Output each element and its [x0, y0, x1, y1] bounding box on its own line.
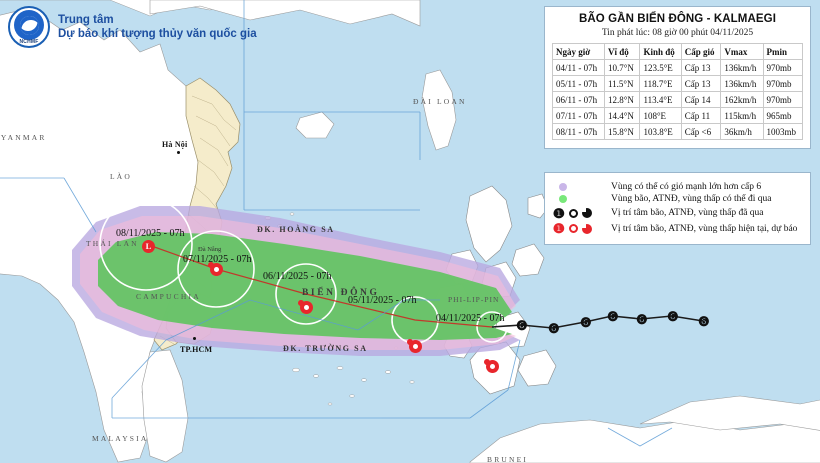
cell-kinh-do: 113.4°E: [639, 91, 682, 108]
half-circle-icon: [581, 208, 592, 218]
col-cap-gio: Cấp gió: [680, 43, 722, 60]
col-kinh-do: Kinh độ: [639, 43, 682, 60]
cell-cap-gio: Cấp 13: [680, 59, 722, 76]
cell-cap-gio: Cấp 11: [680, 107, 722, 124]
cell-kinh-do: 108°E: [639, 107, 682, 124]
legend-key-red-symbols: ❶: [553, 222, 611, 235]
cell-pmin: 970mb: [762, 59, 804, 76]
brand-text: Trung tâm Dự báo khí tượng thủy văn quốc…: [58, 13, 257, 41]
past-track-marker: ❻: [548, 321, 560, 336]
cell-vi-do: 10.7°N: [603, 59, 641, 76]
green-dot-icon: [559, 195, 567, 203]
col-ngay-gio: Ngày giờ: [552, 43, 605, 60]
past-track-marker: ❻: [698, 314, 710, 329]
forecast-table: Ngày giờ Vĩ độ Kinh độ Cấp gió Vmax Pmin…: [552, 43, 804, 140]
purple-dot-icon: [559, 182, 567, 191]
track-marker-low-08-11[interactable]: L: [142, 240, 155, 253]
legend-item-storm-zone: Vùng bão, ATNĐ, vùng thấp có thể đi qua: [553, 194, 804, 204]
cell-pmin: 970mb: [762, 91, 804, 108]
legend-label: Vùng có thể có gió mạnh lớn hơn cấp 6: [611, 181, 762, 192]
track-marker-cyclone-06-11[interactable]: [300, 301, 313, 314]
brand-line-2: Dự báo khí tượng thủy văn quốc gia: [58, 28, 257, 40]
cell-vi-do: 15.8°N: [603, 123, 641, 140]
city-dot-tp-hcm: [193, 337, 196, 340]
nchmf-logo-icon: NCHMF: [8, 6, 50, 48]
cell-ngay-gio: 05/11 - 07h: [552, 75, 605, 92]
past-track-marker: ❻: [516, 318, 528, 333]
cell-ngay-gio: 04/11 - 07h: [552, 59, 605, 76]
legend-item-current-position: ❶ Vị trí tâm bão, ATNĐ, vùng thấp hiện t…: [553, 222, 804, 235]
cyclone-swirl-icon: ❶: [552, 221, 565, 236]
cell-ngay-gio: 07/11 - 07h: [552, 107, 605, 124]
panel-title: BÃO GẦN BIỂN ĐÔNG - KALMAEGI: [578, 13, 777, 25]
cell-kinh-do: 123.5°E: [639, 59, 682, 76]
cell-cap-gio: Cấp 13: [680, 75, 722, 92]
cell-vi-do: 11.5°N: [603, 75, 641, 92]
panel-subtitle: Tin phát lúc: 08 giờ 00 phút 04/11/2025: [601, 28, 754, 38]
table-header-row: Ngày giờ Vĩ độ Kinh độ Cấp gió Vmax Pmin: [552, 43, 804, 60]
cell-cap-gio: Cấp <6: [680, 123, 722, 140]
legend-panel: Vùng có thể có gió mạnh lớn hơn cấp 6 Vù…: [544, 172, 811, 245]
cell-vmax: 136km/h: [720, 75, 764, 92]
cell-vmax: 115km/h: [720, 107, 764, 124]
cell-pmin: 970mb: [762, 75, 804, 92]
cell-ngay-gio: 08/11 - 07h: [552, 123, 605, 140]
past-track-marker: ❻: [667, 309, 679, 324]
cell-vi-do: 14.4°N: [603, 107, 641, 124]
table-row: 05/11 - 07h 11.5°N 118.7°E Cấp 13 136km/…: [552, 75, 804, 92]
cell-ngay-gio: 06/11 - 07h: [552, 91, 605, 108]
col-pmin: Pmin: [762, 43, 804, 60]
brand-line-1: Trung tâm: [58, 13, 114, 26]
half-circle-icon: [581, 223, 592, 234]
table-row: 08/11 - 07h 15.8°N 103.8°E Cấp <6 36km/h…: [552, 123, 804, 140]
table-row: 04/11 - 07h 10.7°N 123.5°E Cấp 13 136km/…: [552, 59, 804, 76]
open-circle-icon: [568, 208, 578, 218]
legend-key-green: [553, 195, 611, 203]
cell-kinh-do: 103.8°E: [639, 123, 682, 140]
cell-pmin: 1003mb: [762, 123, 804, 140]
legend-label: Vùng bão, ATNĐ, vùng thấp có thể đi qua: [611, 194, 772, 204]
cell-pmin: 965mb: [762, 107, 804, 124]
cell-cap-gio: Cấp 14: [680, 91, 722, 108]
col-vmax: Vmax: [720, 43, 764, 60]
legend-key-purple: [553, 182, 611, 191]
cell-vmax: 36km/h: [720, 123, 764, 140]
past-track-marker: ❻: [636, 312, 648, 327]
forecast-info-panel: BÃO GẦN BIỂN ĐÔNG - KALMAEGI Tin phát lú…: [544, 6, 811, 149]
cell-vi-do: 12.8°N: [603, 91, 641, 108]
brand-header: NCHMF Trung tâm Dự báo khí tượng thủy vă…: [8, 6, 257, 48]
track-marker-cyclone-07-11[interactable]: [210, 263, 223, 276]
table-row: 07/11 - 07h 14.4°N 108°E Cấp 11 115km/h …: [552, 107, 804, 124]
cyclone-swirl-icon: ❶: [552, 205, 565, 221]
legend-item-wind-zone: Vùng có thể có gió mạnh lớn hơn cấp 6: [553, 182, 804, 192]
legend-item-past-position: ❶ Vị trí tâm bão, ATNĐ, vùng thấp đã qua: [553, 207, 804, 220]
cell-kinh-do: 118.7°E: [639, 75, 682, 92]
legend-key-black-symbols: ❶: [553, 207, 611, 220]
col-vi-do: Vĩ độ: [603, 43, 641, 60]
logo-tag: NCHMF: [19, 39, 39, 45]
cell-vmax: 162km/h: [720, 91, 764, 108]
open-circle-icon: [568, 224, 578, 233]
cell-vmax: 136km/h: [720, 59, 764, 76]
city-dot-ha-noi: [177, 151, 180, 154]
track-marker-cyclone-05-11[interactable]: [409, 340, 422, 353]
past-track-marker: ❻: [580, 315, 592, 330]
track-marker-cyclone-04-11[interactable]: [486, 360, 499, 373]
past-track-marker: ❻: [607, 309, 619, 324]
legend-label: Vị trí tâm bão, ATNĐ, vùng thấp hiện tại…: [611, 223, 798, 234]
legend-label: Vị trí tâm bão, ATNĐ, vùng thấp đã qua: [611, 208, 764, 218]
table-row: 06/11 - 07h 12.8°N 113.4°E Cấp 14 162km/…: [552, 91, 804, 108]
